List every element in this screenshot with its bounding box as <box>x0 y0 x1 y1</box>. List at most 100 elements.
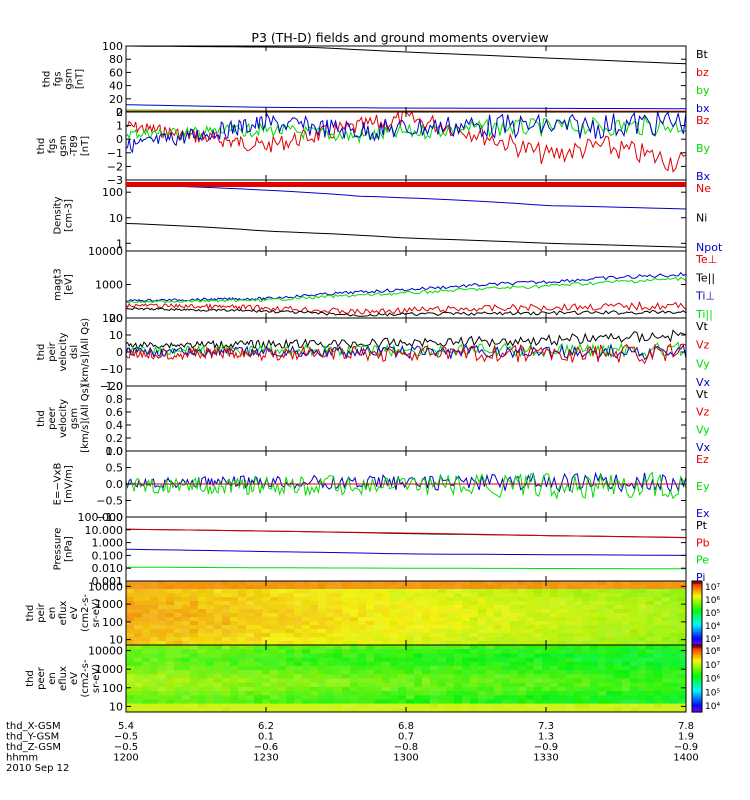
y-tick-label: 10000 <box>88 580 123 593</box>
series-Bz <box>126 112 686 173</box>
series-group-1 <box>126 46 686 112</box>
y-axis-label-line: fgs <box>47 138 58 153</box>
legend-entry: Vy <box>696 423 710 436</box>
y-ticks-2: 210−1−2−3 <box>107 106 686 187</box>
y-tick-label: 10 <box>109 329 123 342</box>
x-tick-label: −0.9 <box>534 742 558 753</box>
colorbar-label: 10⁴ <box>705 702 720 712</box>
y-axis-label-line: [nT] <box>80 136 91 156</box>
y-axis-label-7: E=−VxB [mV/m] <box>53 463 75 506</box>
y-tick-label: 10.000 <box>85 524 124 537</box>
legend-entry: Vz <box>696 339 710 352</box>
y-tick-label: 1.0 <box>106 380 124 393</box>
panel-frame <box>125 179 687 252</box>
y-tick-label: 0 <box>116 106 123 119</box>
y-axis-label-8: Pressure [nPa] <box>53 528 75 571</box>
colorbar-label: 10⁶ <box>705 596 720 606</box>
legend-3: Ne Ni Npot <box>696 182 723 254</box>
series-bx <box>126 104 686 110</box>
legend-4: Te⊥ Te|| Ti⊥ Ti|| <box>695 253 717 321</box>
x-tick-label: 1300 <box>393 753 418 764</box>
series-Vx <box>126 342 686 361</box>
x-tick-label: −0.5 <box>114 732 138 743</box>
legend-entry: Vy <box>696 357 710 370</box>
legend-6: Vt Vz Vy Vx <box>696 388 711 454</box>
legend-entry: Bx <box>696 170 711 183</box>
spectrogram-9 <box>126 581 686 645</box>
y-ticks-3: 100 10 1 <box>102 186 686 250</box>
spectrogram-10 <box>126 645 686 712</box>
y-axis-label-2: thd fgs gsm -T89 [nT] <box>36 135 91 157</box>
x-tick-label: 1330 <box>533 753 558 764</box>
panel-frame <box>125 385 687 452</box>
legend-entry: by <box>696 84 710 97</box>
y-tick-label: 1000 <box>95 663 123 676</box>
x-tick-label: 1.3 <box>538 732 554 743</box>
y-axis-label-line: peer <box>36 666 47 690</box>
y-axis-label-line: sr-eV) <box>91 664 102 693</box>
legend-entry: Pt <box>696 519 708 532</box>
figure-title: P3 (TH-D) fields and ground moments over… <box>251 30 548 45</box>
x-tick-label: 7.3 <box>538 721 554 732</box>
y-tick-label: 2 <box>116 106 123 119</box>
y-axis-label-line: [mV/m] <box>64 465 75 503</box>
y-tick-label: 0 <box>116 133 123 146</box>
y-tick-label: 0.5 <box>106 462 124 475</box>
series-Ni <box>126 222 686 248</box>
legend-entry: Vt <box>696 388 709 401</box>
y-axis-label-line: thd <box>25 605 36 622</box>
legend-2: Bz By Bx <box>696 114 711 183</box>
legend-entry: Npot <box>696 241 723 254</box>
series-Npot <box>126 184 686 210</box>
x-tick-label: 5.4 <box>118 721 134 732</box>
panel-frame <box>125 111 687 181</box>
series-Pb <box>126 528 686 539</box>
series-Ti|| <box>126 276 686 304</box>
y-axis-label-line: [km/s](All Qs) <box>80 384 91 452</box>
y-axis-label-3: Density [cm-3] <box>53 196 75 234</box>
legend-1: Bt bz by bx <box>696 48 710 115</box>
legend-entry: Ez <box>696 453 709 466</box>
y-tick-label: 100 <box>102 186 123 199</box>
y-axis-label-line: Pressure <box>53 528 64 571</box>
y-tick-label: −2 <box>107 160 123 173</box>
y-axis-label-line: gsm <box>58 135 69 156</box>
series-Te|| <box>126 307 686 317</box>
colorbar-label: 10³ <box>705 635 720 645</box>
y-tick-label: 1.0 <box>106 445 124 458</box>
y-tick-label: 0.6 <box>106 406 124 419</box>
y-tick-label: 80 <box>109 53 123 66</box>
x-tick-label: 6.8 <box>398 721 414 732</box>
y-tick-label: 100 <box>102 40 123 53</box>
series-group-5 <box>126 329 686 365</box>
y-axis-label-6: thd peer velocity gsm [km/s](All Qs) <box>36 384 91 452</box>
legend-entry: Vx <box>696 376 711 389</box>
panel-4: 10000 1000 100 magt3 [eV] Te⊥ Te|| Ti⊥ Ti|| <box>53 245 718 325</box>
x-axis-row-label: hhmm <box>6 753 38 764</box>
panel-9: 10⁷ 10⁶ 10⁵ 10⁴ 10³ 10000 1000 100 10 thd peir en ef… <box>25 580 720 646</box>
y-tick-label: 20 <box>109 312 123 325</box>
legend-entry: Te⊥ <box>695 253 717 266</box>
series-group-8 <box>126 528 686 570</box>
panel-frame <box>125 516 687 582</box>
panel-8: 100.00010.0001.0000.1000.0100.001Pressur… <box>53 511 710 588</box>
colorbar-label: 10⁷ <box>705 661 720 671</box>
series-group-3 <box>126 184 686 251</box>
y-axis-label-line: velocity <box>58 399 69 438</box>
x-tick-label: −0.8 <box>394 742 418 753</box>
y-axis-label-line: en <box>47 672 58 685</box>
x-axis-row-label: thd_Z-GSM <box>6 742 61 753</box>
series-Vz <box>126 343 686 365</box>
colorbar-10: 10⁸ 10⁷ 10⁶ 10⁵ 10⁴ <box>691 644 720 713</box>
y-tick-label: 0.0 <box>106 445 124 458</box>
panel-frame <box>125 45 687 113</box>
legend-8: Pt Pb Pe Pi <box>696 519 710 584</box>
y-tick-label: 1 <box>116 120 123 133</box>
series-By <box>126 114 686 144</box>
series-group-7 <box>126 471 686 500</box>
